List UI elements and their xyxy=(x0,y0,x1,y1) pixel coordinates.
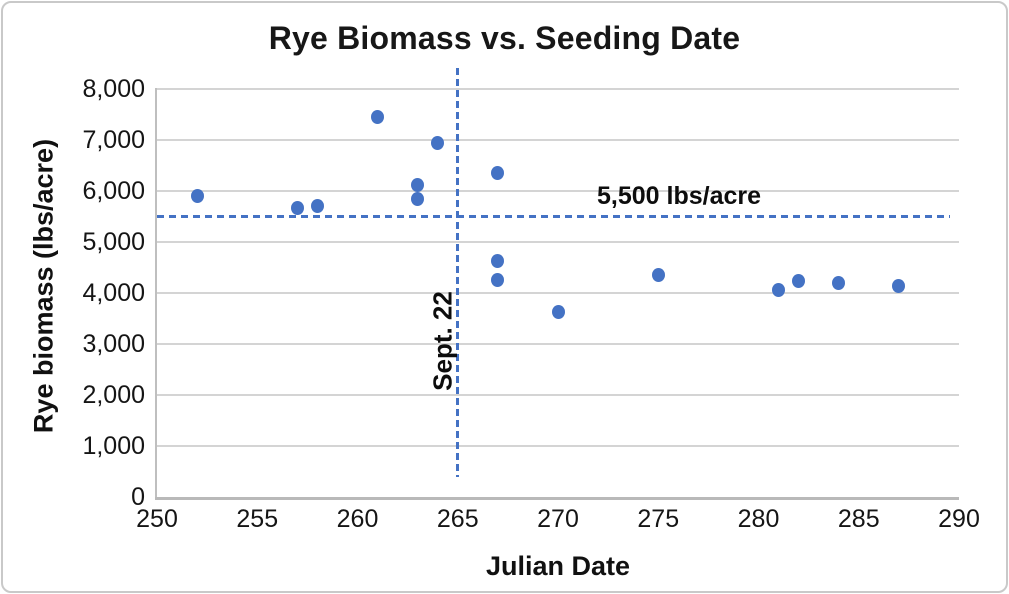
gridline xyxy=(157,343,959,345)
data-point xyxy=(651,268,665,283)
data-point xyxy=(832,276,846,291)
data-point xyxy=(551,305,565,320)
y-tick-label: 3,000 xyxy=(82,330,145,358)
y-tick-label: 1,000 xyxy=(82,432,145,460)
data-point xyxy=(892,278,906,293)
data-point xyxy=(371,110,385,125)
x-axis-line xyxy=(155,497,959,500)
seeding-date-line xyxy=(456,68,460,477)
data-point xyxy=(431,136,445,151)
data-point xyxy=(491,254,505,269)
data-point xyxy=(310,199,324,214)
y-tick-label: 8,000 xyxy=(82,75,145,103)
x-tick-label: 255 xyxy=(236,505,279,533)
gridline xyxy=(157,292,959,294)
seeding-date-label: Sept. 22 xyxy=(427,291,458,391)
data-point xyxy=(290,201,304,216)
x-tick-label: 290 xyxy=(938,505,980,533)
y-axis-tick-labels: 0 1,000 2,000 3,000 4,000 5,000 6,000 7,000 8,00… xyxy=(0,75,145,511)
plot-area xyxy=(155,68,959,500)
y-axis-line xyxy=(155,88,157,500)
x-tick-label: 275 xyxy=(637,505,680,533)
chart-title: Rye Biomass vs. Seeding Date xyxy=(268,20,741,56)
y-tick-label: 7,000 xyxy=(82,126,145,154)
x-tick-label: 260 xyxy=(336,505,379,533)
data-point xyxy=(792,274,806,289)
gridline xyxy=(157,88,959,90)
x-tick-label: 280 xyxy=(737,505,780,533)
y-tick-label: 2,000 xyxy=(82,381,145,409)
x-tick-label: 265 xyxy=(436,505,479,533)
y-tick-label: 5,000 xyxy=(82,228,145,256)
gridline xyxy=(157,139,959,141)
threshold-line xyxy=(157,215,950,218)
threshold-label: 5,500 lbs/acre xyxy=(597,182,762,210)
gridline xyxy=(157,394,959,396)
x-axis-title: Julian Date xyxy=(485,551,631,581)
gridline xyxy=(157,241,959,243)
data-point xyxy=(491,273,505,288)
data-point xyxy=(491,166,505,181)
x-tick-label: 285 xyxy=(837,505,880,533)
data-point xyxy=(411,192,425,207)
data-point xyxy=(190,189,204,204)
x-tick-label: 270 xyxy=(537,505,579,533)
y-tick-label: 0 xyxy=(131,483,145,511)
x-axis-tick-labels: 250 255 260 265 270 275 280 285 290 xyxy=(136,505,980,537)
x-tick-label: 250 xyxy=(136,505,178,533)
data-point xyxy=(772,283,786,298)
y-tick-label: 4,000 xyxy=(82,279,145,307)
y-tick-label: 6,000 xyxy=(82,177,145,205)
data-point xyxy=(411,177,425,192)
gridline xyxy=(157,190,959,192)
gridline xyxy=(157,445,959,447)
